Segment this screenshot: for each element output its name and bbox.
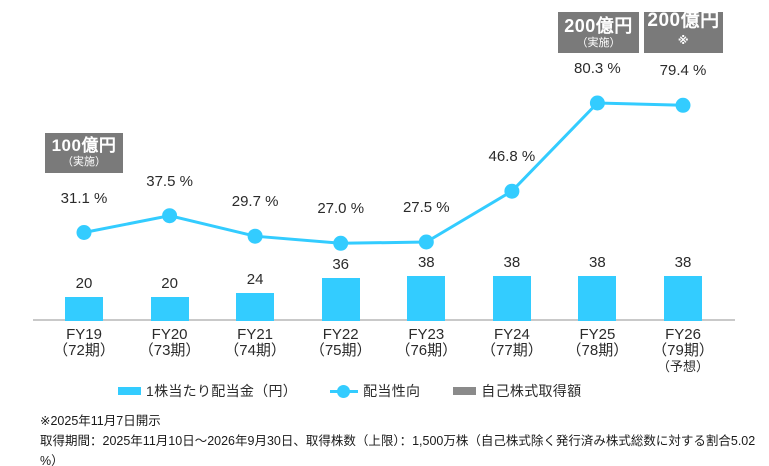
payout-ratio-value-label: 80.3 % xyxy=(574,60,621,77)
payout-ratio-point xyxy=(333,235,349,251)
payout-ratio-point xyxy=(247,228,263,244)
x-axis-category-label: FY25 （78期） xyxy=(566,326,629,359)
legend-label: 自己株式取得額 xyxy=(481,383,582,399)
legend-item-share-buyback: 自己株式取得額 xyxy=(453,381,581,401)
payout-ratio-value-label: 37.5 % xyxy=(146,172,193,190)
dividend-bar xyxy=(492,276,531,321)
payout-ratio-point xyxy=(162,208,178,224)
dividend-bar xyxy=(236,293,275,321)
payout-ratio-value-label: 31.1 % xyxy=(60,189,108,207)
footnotes: ※2025年11月7日開示 取得期間：2025年11月10日～2026年9月30… xyxy=(40,411,769,466)
payout-ratio-point xyxy=(675,97,691,113)
payout-ratio-value-label: 79.4 % xyxy=(659,62,707,80)
line-dot-marker-icon xyxy=(330,384,359,398)
asterisk-reference-mark: ※ xyxy=(677,34,690,47)
buyback-status-label: （実施） xyxy=(576,36,621,49)
x-axis-category-label: FY26 （79期） （予想） xyxy=(652,326,714,374)
buyback-annotation-200-executed: 200億円 （実施） xyxy=(558,12,639,53)
dividend-bar xyxy=(578,276,617,321)
legend-item-payout-ratio: 配当性向 xyxy=(330,381,420,401)
payout-ratio-value-label: 27.0 % xyxy=(317,200,365,218)
payout-ratio-point xyxy=(589,95,605,111)
payout-ratio-value-label: 29.7 % xyxy=(231,193,279,211)
dividend-value-label: 36 xyxy=(332,256,350,273)
buyback-amount-label: 200億円※ xyxy=(647,9,720,47)
dividend-bar xyxy=(407,276,446,321)
buyback-annotation-100-executed: 100億円 （実施） xyxy=(45,133,123,173)
x-axis-category-label: FY19 （72期） xyxy=(53,326,115,359)
gray-swatch-icon xyxy=(453,387,477,395)
dividend-bar xyxy=(664,276,702,321)
x-axis-line xyxy=(33,319,735,321)
x-axis-category-label: FY22 （75期） xyxy=(309,326,372,359)
legend-label: 1株当たり配当金（円） xyxy=(146,383,298,399)
x-axis-category-label: FY21 （74期） xyxy=(224,326,286,359)
dividend-value-label: 38 xyxy=(589,254,606,271)
payout-ratio-point xyxy=(504,183,520,199)
payout-ratio-point xyxy=(418,234,434,250)
dividend-value-label: 20 xyxy=(75,275,93,292)
footnote-acquisition-period: 取得期間：2025年11月10日～2026年9月30日、取得株数（上限）：1,5… xyxy=(40,434,756,466)
dividend-bar xyxy=(150,297,189,321)
x-axis-category-label: FY24 （77期） xyxy=(481,326,543,359)
dividend-value-label: 38 xyxy=(674,254,692,271)
buyback-amount-label: 100億円 xyxy=(51,136,117,155)
payout-ratio-point xyxy=(76,225,92,240)
x-axis-category-label: FY20 （73期） xyxy=(138,326,201,359)
dividend-bar xyxy=(65,297,103,321)
dividend-value-label: 24 xyxy=(246,271,264,288)
legend-item-dividend-per-share: 1株当たり配当金（円） xyxy=(118,381,297,401)
dividend-value-label: 38 xyxy=(503,254,521,271)
bar-swatch-icon xyxy=(118,387,141,395)
payout-ratio-value-label: 46.8 % xyxy=(488,148,536,166)
footnote-disclosure-date: ※2025年11月7日開示 xyxy=(40,414,161,428)
payout-ratio-value-label: 27.5 % xyxy=(402,199,450,216)
legend: 1株当たり配当金（円） 配当性向 自己株式取得額 xyxy=(118,382,581,400)
x-axis-category-label: FY23 （76期） xyxy=(395,326,458,359)
dividend-value-label: 38 xyxy=(417,254,435,271)
dividend-bar xyxy=(321,278,360,321)
buyback-amount-label: 200億円 xyxy=(564,15,633,36)
buyback-annotation-200-planned: 200億円※ xyxy=(644,9,723,53)
dividend-value-label: 20 xyxy=(161,275,178,292)
buyback-status-label: （実施） xyxy=(62,156,106,168)
legend-label: 配当性向 xyxy=(363,383,421,399)
